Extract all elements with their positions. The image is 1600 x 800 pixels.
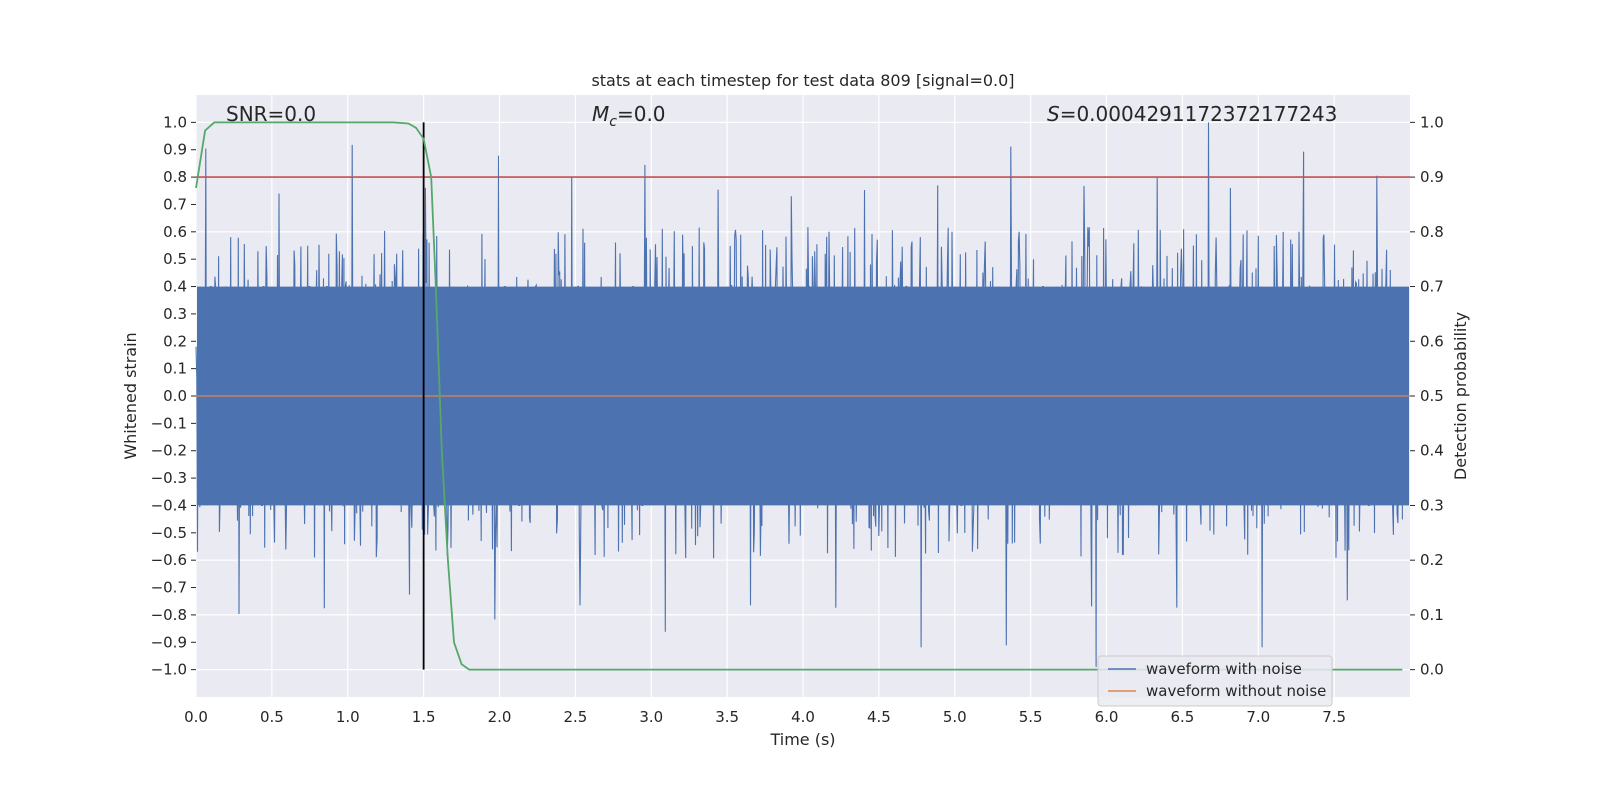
y-tick-label: 0.3 xyxy=(163,305,187,323)
y-tick-label: 0.8 xyxy=(163,168,187,186)
y-tick-label: 0.9 xyxy=(163,141,187,159)
x-tick-label: 5.0 xyxy=(943,708,967,726)
y-axis-title: Whitened strain xyxy=(121,332,140,459)
legend: waveform with noise waveform without noi… xyxy=(1097,655,1333,707)
y2-tick-label: 0.2 xyxy=(1420,551,1444,569)
y2-tick-label: 1.0 xyxy=(1420,113,1444,131)
y-tick-label: 0.1 xyxy=(163,360,187,378)
probability-series-line xyxy=(195,121,1403,671)
y2-tick-label: 0.7 xyxy=(1420,278,1444,296)
y-tick-label: −0.9 xyxy=(151,633,187,651)
chirp-mass-annotation: Mc=0.0 xyxy=(592,102,666,130)
y2-tick-label: 0.6 xyxy=(1420,332,1444,350)
s-value: =0.0004291172372177243 xyxy=(1060,102,1338,126)
s-symbol: S xyxy=(1047,102,1060,126)
y-tick-label: −0.4 xyxy=(151,496,187,514)
y-tick-label: 0.6 xyxy=(163,223,187,241)
x-tick-label: 1.5 xyxy=(412,708,436,726)
statistic-annotation: S=0.0004291172372177243 xyxy=(1047,102,1337,126)
x-tick-label: 6.5 xyxy=(1170,708,1194,726)
ticks: 0.0 0.5 1.0 1.5 2.0 2.5 3.0 3.5 4.0 4.5 5.0 5.5 6.0 6… xyxy=(151,113,1444,726)
x-tick-label: 4.5 xyxy=(867,708,891,726)
x-tick-label: 4.0 xyxy=(791,708,815,726)
x-tick-label: 0.5 xyxy=(260,708,284,726)
noise-series-line xyxy=(195,122,1403,667)
legend-label-clean: waveform without noise xyxy=(1146,682,1326,700)
x-tick-label: 3.0 xyxy=(639,708,663,726)
x-tick-label: 2.5 xyxy=(563,708,587,726)
y2-tick-label: 0.3 xyxy=(1420,496,1444,514)
snr-annotation: SNR=0.0 xyxy=(226,102,316,126)
y-tick-label: 1.0 xyxy=(163,113,187,131)
y-tick-label: 0.0 xyxy=(163,387,187,405)
mc-value: =0.0 xyxy=(617,102,666,126)
y-tick-label: −0.8 xyxy=(151,606,187,624)
y-tick-label: 0.7 xyxy=(163,195,187,213)
legend-label-noise: waveform with noise xyxy=(1146,660,1302,678)
y-tick-label: −0.7 xyxy=(151,579,187,597)
x-tick-label: 6.0 xyxy=(1095,708,1119,726)
y2-tick-label: 0.5 xyxy=(1420,387,1444,405)
y-tick-label: −1.0 xyxy=(151,661,187,679)
mc-symbol: M xyxy=(592,102,609,126)
chart-title: stats at each timestep for test data 809… xyxy=(591,71,1014,90)
x-tick-label: 0.0 xyxy=(184,708,208,726)
x-tick-label: 7.0 xyxy=(1246,708,1270,726)
x-tick-label: 7.5 xyxy=(1322,708,1346,726)
y-tick-label: −0.3 xyxy=(151,469,187,487)
y2-tick-label: 0.1 xyxy=(1420,606,1444,624)
y2-tick-label: 0.4 xyxy=(1420,442,1444,460)
mc-subscript: c xyxy=(609,114,617,130)
y-tick-label: −0.1 xyxy=(151,414,187,432)
y-tick-label: −0.6 xyxy=(151,551,187,569)
y2-axis-title: Detection probability xyxy=(1451,312,1470,480)
x-tick-label: 3.5 xyxy=(715,708,739,726)
x-axis-title: Time (s) xyxy=(769,730,835,749)
x-tick-label: 2.0 xyxy=(488,708,512,726)
overlay xyxy=(195,121,1410,671)
y2-tick-label: 0.8 xyxy=(1420,223,1444,241)
y-tick-label: 0.4 xyxy=(163,278,187,296)
legend-box xyxy=(1097,655,1333,707)
y-tick-label: 0.2 xyxy=(163,332,187,350)
y-tick-label: −0.5 xyxy=(151,524,187,542)
y-tick-label: 0.5 xyxy=(163,250,187,268)
y2-tick-label: 0.9 xyxy=(1420,168,1444,186)
y-tick-label: −0.2 xyxy=(151,442,187,460)
y2-tick-label: 0.0 xyxy=(1420,661,1444,679)
x-tick-label: 5.5 xyxy=(1019,708,1043,726)
x-tick-label: 1.0 xyxy=(336,708,360,726)
